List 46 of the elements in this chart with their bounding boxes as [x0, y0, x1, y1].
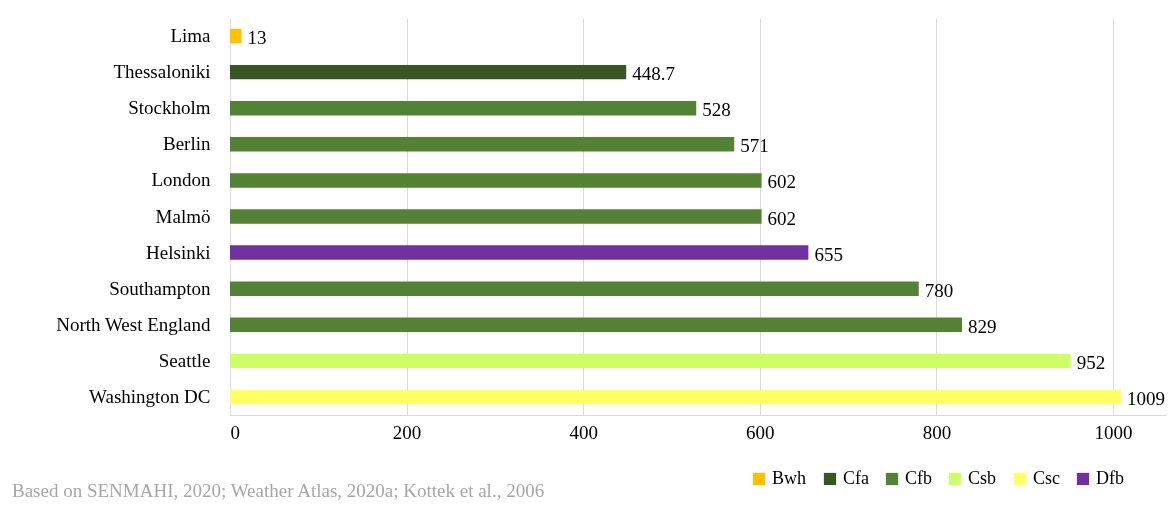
y-tick-label: Thessaloniki [113, 61, 211, 83]
y-tick-label: Washington DC [89, 385, 211, 407]
data-label: 655 [814, 243, 843, 265]
y-tick-label: Lima [170, 25, 212, 47]
data-label: 602 [767, 207, 797, 229]
y-tick-label: Helsinki [146, 241, 211, 263]
bar [230, 209, 762, 224]
data-label: 952 [1076, 351, 1106, 373]
legend-label: Bwh [772, 468, 807, 488]
bar [230, 317, 963, 332]
y-tick-label: North West England [56, 313, 211, 335]
legend-label: Dfb [1096, 468, 1124, 488]
text: Based on SENMAHI, 2020; Weather Atlas, 2020a; Kottek et al., 2006 [12, 480, 545, 502]
data-label: 602 [767, 171, 797, 193]
legend-label: Cfb [905, 468, 932, 488]
data-label: 13 [247, 27, 267, 49]
bar [230, 28, 242, 44]
y-tick-label: Stockholm [128, 97, 211, 119]
y-tick-label: London [151, 169, 211, 191]
bar [230, 281, 919, 296]
legend-label: Csc [1033, 468, 1061, 488]
legend-label: Csb [968, 468, 997, 488]
legend-label: Cfa [843, 468, 869, 488]
data-label: 448.7 [632, 63, 675, 85]
bar [230, 389, 1121, 405]
x-tick-label: 1000 [1094, 421, 1133, 443]
bar [230, 137, 735, 152]
data-label: 528 [702, 99, 731, 121]
x-tick-label: 400 [569, 421, 598, 443]
data-label: 571 [740, 135, 769, 157]
y-tick-label: Berlin [163, 133, 211, 155]
bar [230, 173, 762, 188]
bar [230, 101, 697, 116]
bar [230, 245, 809, 260]
data-label: 1009 [1126, 387, 1165, 409]
y-tick-label: Seattle [158, 349, 211, 371]
bar [230, 64, 627, 80]
bar [230, 353, 1071, 369]
y-tick-label: Malmö [155, 205, 211, 227]
x-tick-label: 200 [392, 421, 422, 443]
x-tick-label: 600 [746, 421, 775, 443]
y-tick-label: Southampton [109, 277, 211, 299]
x-tick-label: 800 [922, 421, 952, 443]
x-tick-label: 0 [230, 421, 240, 443]
data-label: 829 [968, 315, 997, 337]
data-label: 780 [924, 279, 954, 301]
